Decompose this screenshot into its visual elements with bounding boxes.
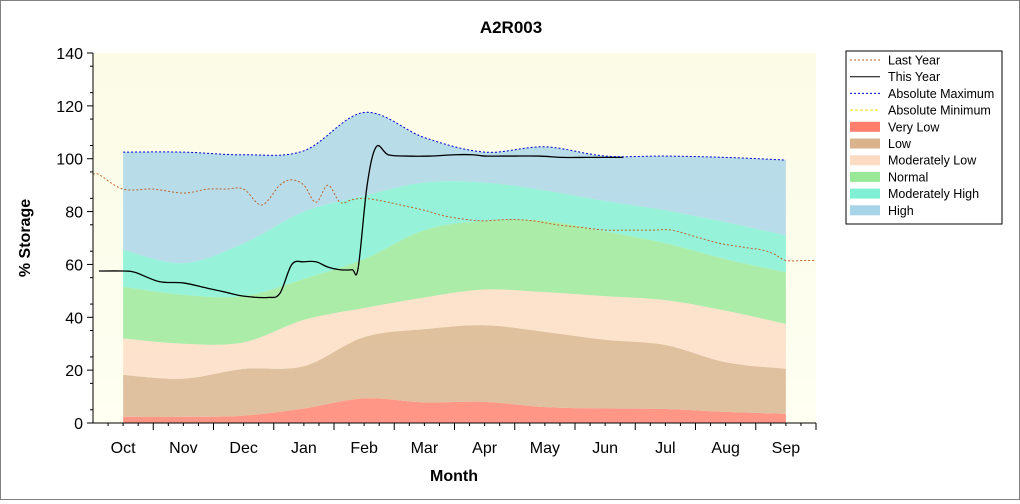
band-layer [123,112,786,423]
band-moderately-high [123,181,786,298]
y-axis-label: % Storage [17,199,34,277]
x-tick-label: Dec [229,440,257,457]
band-very-low [123,398,786,423]
axes-layer: 0 20 40 60 80 100 120 140 Oct Nov Dec Jan Feb Mar Apr M… [56,46,817,457]
x-tick-label: Mar [411,440,439,457]
y-tick-label: 100 [56,152,83,169]
legend-swatch-moderately-low [850,155,880,166]
legend-swatch-moderately-high [850,188,880,199]
legend-swatch-very-low [850,121,880,132]
legend-label-normal: Normal [888,170,928,184]
x-tick-label: Nov [169,440,197,457]
band-high [123,112,786,264]
y-tick-label: 140 [56,46,83,63]
legend-swatch-normal [850,171,880,182]
x-tick-label: Jun [592,440,618,457]
y-tick-label: 20 [65,363,83,380]
legend-label-absolute-minimum: Absolute Minimum [888,104,991,118]
legend-swatch-high [850,205,880,216]
legend-label-very-low: Very Low [888,120,940,134]
legend-label-moderately-high: Moderately High [888,187,979,201]
band-normal [123,219,786,345]
x-tick-label: Apr [472,440,498,457]
series-absolute-maximum [123,111,786,161]
y-tick-label: 80 [65,205,83,222]
legend-label-this-year: This Year [888,70,940,84]
legend-label-last-year: Last Year [888,54,940,68]
series-this-year [99,144,624,299]
x-tick-label: Jul [655,440,675,457]
band-moderately-low [123,289,786,379]
x-tick-label: Feb [350,440,378,457]
legend-box [845,50,1003,225]
x-axis-label: Month [430,468,478,485]
y-tick-label: 60 [65,257,83,274]
x-tick-label: Oct [111,440,136,457]
legend-label-high: High [888,204,914,218]
chart-title: A2R003 [480,18,542,37]
band-low [123,325,786,418]
legend-swatch-low [850,138,880,149]
legend-label-low: Low [888,137,912,151]
y-tick-label: 40 [65,310,83,327]
y-tick-label: 120 [56,99,83,116]
legend-label-moderately-low: Moderately Low [888,154,977,168]
legend-label-absolute-maximum: Absolute Maximum [888,87,994,101]
x-tick-label: Jan [291,440,317,457]
x-tick-label: Aug [711,440,739,457]
x-tick-label: Sep [772,440,801,457]
legend: Last Year This Year Absolute Maximum Absolu… [845,50,1003,225]
series-last-year [92,173,816,262]
x-tick-label: May [530,440,560,457]
y-tick-label: 0 [74,416,83,433]
